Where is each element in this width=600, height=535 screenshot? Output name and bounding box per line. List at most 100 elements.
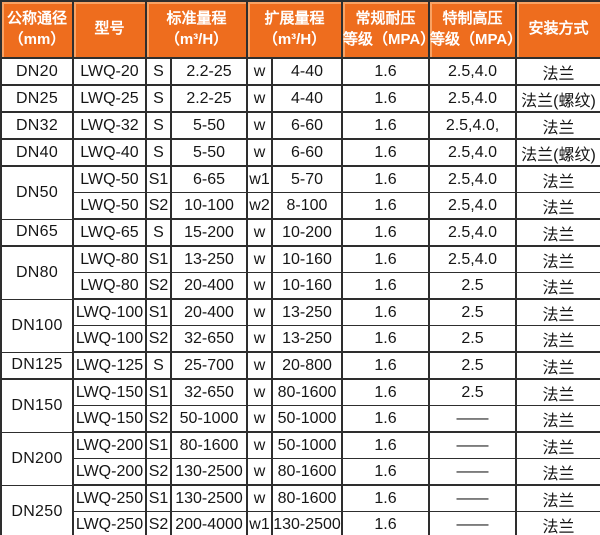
- header-special-pressure: 特制高压 等级（MPA）: [428, 0, 522, 59]
- standard-range-cell: 200-4000: [170, 511, 248, 535]
- w-index-cell: w: [246, 431, 273, 459]
- normal-pressure-cell: 1.6: [341, 458, 430, 486]
- installation-cell: 法兰: [515, 351, 600, 380]
- header-standard-range: 标准量程 （m³/H）: [145, 0, 248, 59]
- table-row: LWQ-80 S2 20-400 w 10-160 1.6 2.5 法兰: [1, 272, 600, 300]
- normal-pressure-cell: 1.6: [341, 218, 430, 247]
- standard-range-cell: 15-200: [170, 218, 248, 247]
- special-pressure-cell: 2.5: [428, 298, 517, 326]
- extended-range-cell: 4-40: [271, 84, 343, 113]
- standard-range-cell: 20-400: [170, 298, 248, 326]
- extended-range-cell: 10-160: [271, 245, 343, 273]
- special-pressure-cell: 2.5: [428, 351, 517, 380]
- special-pressure-cell: 2.5: [428, 378, 517, 406]
- model-cell: LWQ-50: [72, 165, 147, 193]
- table-row: LWQ-200 S2 130-2500 w 80-1600 1.6 —— 法兰: [1, 458, 600, 486]
- s-index-cell: S: [145, 138, 172, 167]
- table-row: DN50 LWQ-50 S1 6-65 w1 5-70 1.6 2.5,4.0 法兰: [0, 165, 600, 220]
- table-row: DN65 LWQ-65 S 15-200 w 10-200 1.6 2.5,4.0 法兰: [0, 218, 600, 247]
- standard-range-cell: 20-400: [170, 272, 248, 300]
- dn-cell: DN32: [0, 111, 74, 140]
- standard-range-cell: 32-650: [170, 325, 248, 353]
- standard-range-cell: 2.2-25: [170, 84, 248, 113]
- s-index-cell: S: [145, 84, 172, 113]
- standard-range-cell: 5-50: [170, 111, 248, 140]
- extended-range-cell: 13-250: [271, 298, 343, 326]
- table-row: DN250 LWQ-250 S1 130-2500 w 80-1600 1.6 —— 法兰: [0, 484, 600, 535]
- special-pressure-cell: 2.5,4.0: [428, 57, 517, 86]
- s-index-cell: S1: [145, 165, 172, 193]
- extended-range-cell: 10-160: [271, 272, 343, 300]
- standard-range-cell: 10-100: [170, 192, 248, 220]
- w-index-cell: w1: [246, 165, 273, 193]
- table-row: LWQ-100 S2 32-650 w 13-250 1.6 2.5 法兰: [1, 325, 600, 353]
- installation-cell: 法兰: [515, 431, 600, 459]
- w-index-cell: w: [246, 298, 273, 326]
- special-pressure-cell: 2.5,4.0: [428, 192, 517, 220]
- dn-cell: DN65: [0, 218, 74, 247]
- model-cell: LWQ-40: [72, 138, 147, 167]
- model-cell: LWQ-150: [72, 405, 147, 433]
- w-index-cell: w: [246, 405, 273, 433]
- installation-cell: 法兰: [515, 111, 600, 140]
- extended-range-cell: 5-70: [271, 165, 343, 193]
- extended-range-cell: 80-1600: [271, 458, 343, 486]
- normal-pressure-cell: 1.6: [341, 511, 430, 535]
- s-index-cell: S2: [145, 325, 172, 353]
- special-pressure-cell: 2.5,4.0: [428, 165, 517, 193]
- s-index-cell: S2: [145, 192, 172, 220]
- w-index-cell: w: [246, 245, 273, 273]
- w-index-cell: w: [246, 138, 273, 167]
- extended-range-cell: 80-1600: [271, 484, 343, 512]
- installation-cell: 法兰: [515, 325, 600, 353]
- standard-range-cell: 130-2500: [170, 484, 248, 512]
- special-pressure-cell: ——: [428, 458, 517, 486]
- table-row: DN125 LWQ-125 S 25-700 w 20-800 1.6 2.5 法兰: [0, 351, 600, 380]
- extended-range-cell: 8-100: [271, 192, 343, 220]
- s-index-cell: S2: [145, 405, 172, 433]
- w-index-cell: w2: [246, 192, 273, 220]
- standard-range-cell: 2.2-25: [170, 57, 248, 86]
- model-cell: LWQ-250: [72, 511, 147, 535]
- model-cell: LWQ-125: [72, 351, 147, 380]
- special-pressure-cell: 2.5,4.0,: [428, 111, 517, 140]
- s-index-cell: S: [145, 351, 172, 380]
- model-cell: LWQ-80: [72, 272, 147, 300]
- s-index-cell: S: [145, 57, 172, 86]
- normal-pressure-cell: 1.6: [341, 272, 430, 300]
- extended-range-cell: 4-40: [271, 57, 343, 86]
- table-row: DN200 LWQ-200 S1 80-1600 w 50-1000 1.6 —— 法兰: [0, 431, 600, 486]
- installation-cell: 法兰: [515, 405, 600, 433]
- dn-cell: DN200: [0, 431, 74, 486]
- model-cell: LWQ-150: [72, 378, 147, 406]
- normal-pressure-cell: 1.6: [341, 431, 430, 459]
- installation-cell: 法兰: [515, 192, 600, 220]
- table-row: DN32 LWQ-32 S 5-50 w 6-60 1.6 2.5,4.0, 法兰: [0, 111, 600, 140]
- special-pressure-cell: ——: [428, 484, 517, 512]
- header-row: 公称通径 （mm） 型号 标准量程 （m³/H） 扩展量程 （m³/H） 常规耐…: [0, 0, 600, 59]
- header-installation: 安装方式: [515, 0, 600, 59]
- w-index-cell: w: [246, 84, 273, 113]
- s-index-cell: S2: [145, 458, 172, 486]
- w-index-cell: w: [246, 218, 273, 247]
- s-index-cell: S1: [145, 378, 172, 406]
- extended-range-cell: 130-2500: [271, 511, 343, 535]
- dn-cell: DN125: [0, 351, 74, 380]
- dn-cell: DN40: [0, 138, 74, 167]
- s-index-cell: S1: [145, 298, 172, 326]
- model-cell: LWQ-65: [72, 218, 147, 247]
- s-index-cell: S2: [145, 272, 172, 300]
- special-pressure-cell: 2.5: [428, 272, 517, 300]
- header-normal-pressure: 常规耐压 等级（MPA）: [341, 0, 435, 59]
- special-pressure-cell: ——: [428, 405, 517, 433]
- model-cell: LWQ-50: [72, 192, 147, 220]
- table-row: DN25 LWQ-25 S 2.2-25 w 4-40 1.6 2.5,4.0 法兰(螺纹): [0, 84, 600, 113]
- header-diameter: 公称通径 （mm）: [0, 0, 74, 59]
- w-index-cell: w: [246, 351, 273, 380]
- table-row: LWQ-50 S2 10-100 w2 8-100 1.6 2.5,4.0 法兰: [1, 192, 600, 220]
- dn-cell: DN80: [0, 245, 74, 300]
- special-pressure-cell: ——: [428, 431, 517, 459]
- w-index-cell: w: [246, 57, 273, 86]
